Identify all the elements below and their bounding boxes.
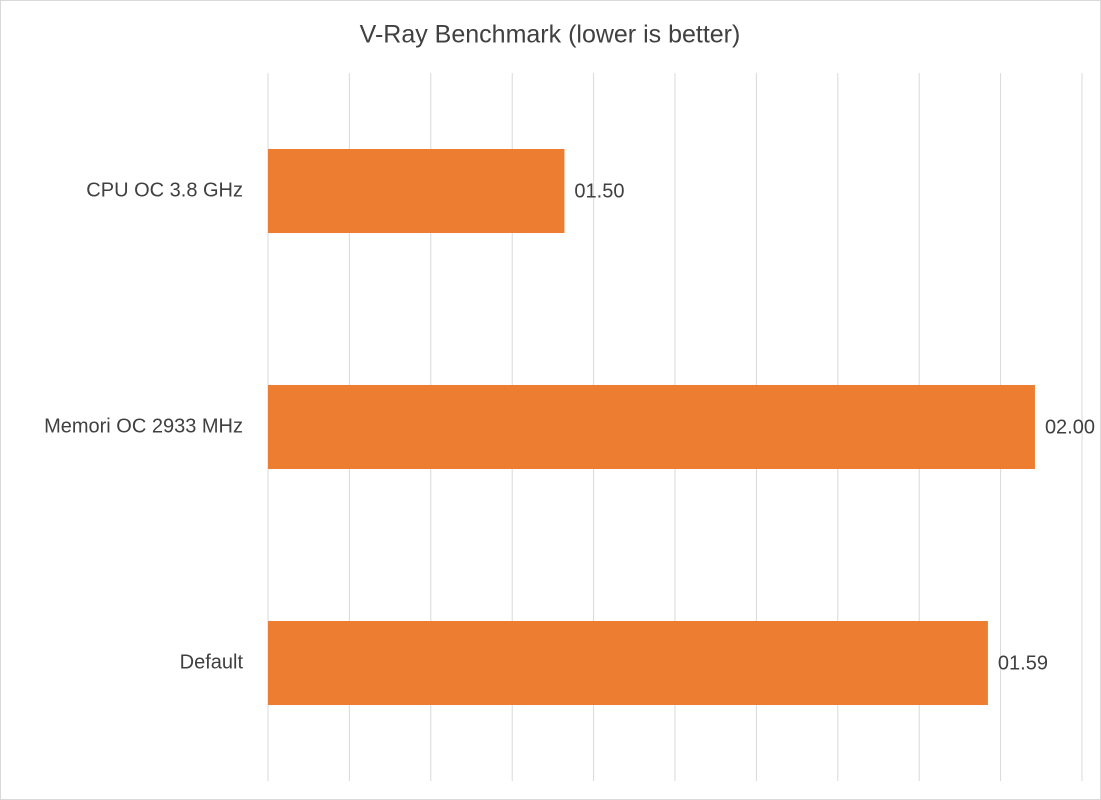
data-label: 01.59 xyxy=(998,652,1048,674)
chart-title: V-Ray Benchmark (lower is better) xyxy=(360,21,741,49)
bar xyxy=(268,384,1035,470)
y-tick-label: Memori OC 2933 MHz xyxy=(44,415,243,437)
data-label: 01.50 xyxy=(574,180,624,202)
bar xyxy=(268,148,565,234)
y-tick-label: Default xyxy=(180,651,244,673)
bar xyxy=(268,620,988,706)
y-tick-label: CPU OC 3.8 GHz xyxy=(86,179,243,201)
data-label: 02.00 xyxy=(1045,416,1095,438)
